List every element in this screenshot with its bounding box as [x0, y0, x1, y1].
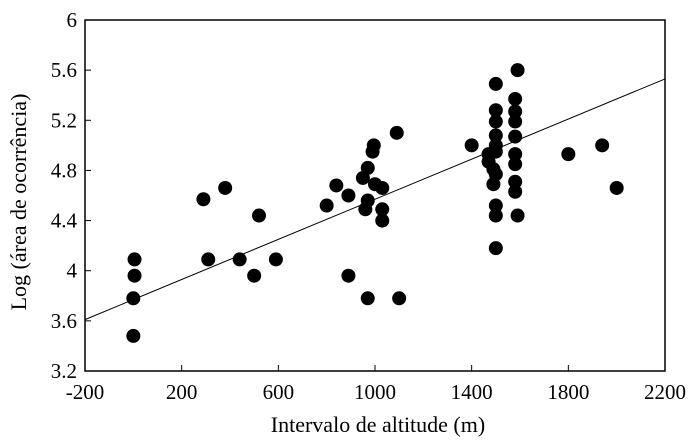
- y-tick-label: 4.8: [51, 158, 77, 182]
- x-tick-label: 200: [166, 380, 198, 404]
- y-tick-label: 4.4: [51, 209, 78, 233]
- x-axis-ticks: -200 200 600 1000 1400 1800 2200: [66, 365, 686, 404]
- y-tick-label: 3.2: [51, 359, 77, 383]
- x-tick-label: 600: [263, 380, 295, 404]
- x-tick-label: 2200: [644, 380, 686, 404]
- data-point: [127, 268, 142, 283]
- data-point: [508, 157, 523, 172]
- data-point: [329, 178, 344, 193]
- data-point: [126, 328, 141, 343]
- data-point: [218, 180, 233, 195]
- data-point: [508, 174, 523, 189]
- y-tick-label: 3.6: [51, 309, 77, 333]
- y-tick-label: 5.6: [51, 58, 77, 82]
- data-point: [508, 91, 523, 106]
- y-tick-label: 4: [67, 259, 78, 283]
- y-axis-ticks: 3.2 3.6 4 4.4 4.8 5.2 5.6 6: [51, 8, 91, 383]
- data-point: [488, 208, 503, 223]
- data-point: [196, 192, 211, 207]
- x-tick-label: -200: [66, 380, 105, 404]
- data-point: [392, 291, 407, 306]
- data-point: [508, 104, 523, 119]
- data-point: [375, 213, 390, 228]
- data-point: [510, 208, 525, 223]
- data-point: [375, 202, 390, 217]
- data-point: [488, 103, 503, 118]
- data-point: [127, 252, 142, 267]
- data-point: [488, 128, 503, 143]
- data-point: [360, 160, 375, 175]
- y-tick-label: 6: [67, 8, 78, 32]
- data-point: [389, 125, 404, 140]
- x-tick-label: 1400: [451, 380, 493, 404]
- data-point: [488, 198, 503, 213]
- data-point: [609, 180, 624, 195]
- data-point: [247, 268, 262, 283]
- data-point: [375, 180, 390, 195]
- x-tick-label: 1800: [547, 380, 589, 404]
- y-tick-label: 5.2: [51, 108, 77, 132]
- data-point: [464, 138, 479, 153]
- data-point: [508, 114, 523, 129]
- data-point: [488, 114, 503, 129]
- data-point: [510, 63, 525, 78]
- data-point: [488, 167, 503, 182]
- data-point: [201, 252, 216, 267]
- data-point: [488, 241, 503, 256]
- data-point: [561, 147, 576, 162]
- data-points: [126, 63, 624, 343]
- y-axis-label: Log (área de ocorrência): [6, 94, 31, 311]
- data-point: [508, 184, 523, 199]
- data-point: [319, 198, 334, 213]
- trendline: [84, 78, 666, 321]
- plot-frame: [84, 19, 666, 372]
- data-point: [488, 76, 503, 91]
- data-point: [341, 268, 356, 283]
- data-point: [508, 147, 523, 162]
- data-point: [595, 138, 610, 153]
- x-axis-label: Intervalo de altitude (m): [271, 412, 485, 437]
- data-point: [341, 188, 356, 203]
- data-point: [360, 291, 375, 306]
- data-point: [366, 138, 381, 153]
- data-point: [268, 252, 283, 267]
- x-tick-label: 1000: [354, 380, 396, 404]
- data-point: [126, 291, 141, 306]
- data-point: [232, 252, 247, 267]
- data-point: [252, 208, 266, 223]
